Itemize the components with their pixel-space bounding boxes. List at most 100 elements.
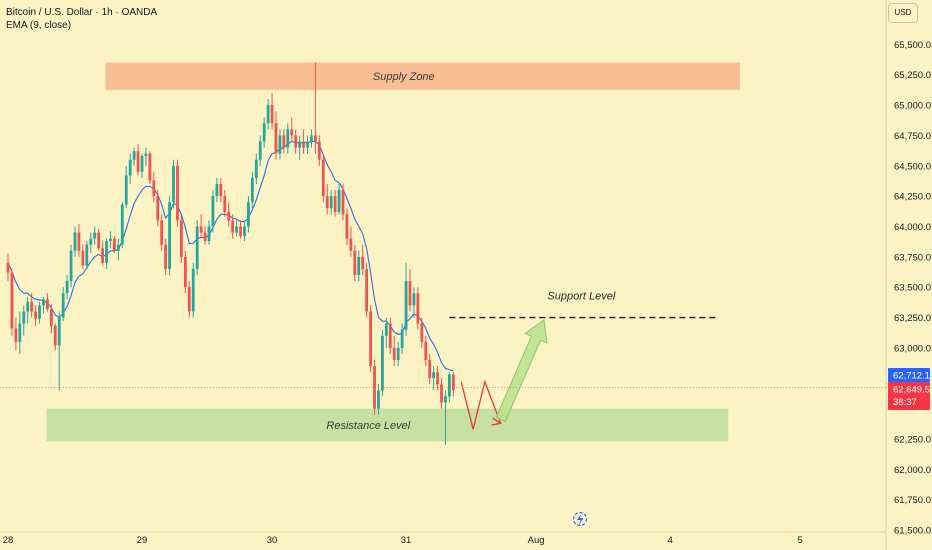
- candle-body: [219, 183, 223, 197]
- x-tick-label: 31: [401, 535, 412, 546]
- candle-body: [61, 293, 65, 318]
- candle: [215, 177, 219, 203]
- y-tick-label: 61,750.0: [894, 495, 931, 506]
- candle: [361, 244, 365, 276]
- candle: [282, 129, 286, 154]
- candle-body: [85, 244, 89, 266]
- candle-body: [46, 299, 49, 310]
- candle-body: [136, 151, 140, 172]
- candle-body: [187, 287, 191, 312]
- candle-body: [105, 241, 108, 263]
- candle: [290, 117, 294, 142]
- candle: [77, 224, 81, 257]
- candle-body: [412, 293, 416, 306]
- candle: [128, 153, 132, 184]
- candle-body: [57, 317, 61, 346]
- candle-body: [203, 232, 207, 242]
- candle: [38, 301, 41, 324]
- candle: [310, 129, 313, 148]
- y-tick-label: 63,250.0: [894, 313, 931, 324]
- candle: [14, 317, 18, 351]
- candle: [34, 305, 37, 327]
- go-to-realtime-icon[interactable]: [572, 511, 588, 527]
- candle-body: [306, 141, 309, 148]
- candle: [388, 317, 392, 354]
- candle-body: [282, 135, 286, 148]
- candle-body: [373, 366, 376, 409]
- candle: [65, 275, 69, 300]
- candle: [101, 241, 104, 266]
- candle-body: [247, 202, 250, 227]
- candle: [53, 323, 57, 351]
- candle: [223, 190, 227, 217]
- y-tick-label: 64,750.0: [894, 131, 931, 142]
- y-tick-label: 63,500.0: [894, 283, 931, 294]
- candle-body: [325, 196, 329, 209]
- zones-layer: Supply Zone Resistance Level: [46, 62, 741, 442]
- candle: [113, 236, 116, 254]
- candle: [384, 317, 388, 348]
- candle: [30, 293, 34, 318]
- candle: [254, 153, 258, 184]
- candle: [46, 293, 49, 312]
- candle: [97, 228, 101, 251]
- candle: [18, 311, 22, 354]
- candle-body: [34, 311, 37, 319]
- candle: [22, 305, 26, 336]
- y-tick-label: 64,250.0: [894, 192, 931, 203]
- candle-body: [314, 135, 317, 142]
- x-tick-label: Aug: [528, 535, 545, 546]
- candle: [160, 214, 164, 251]
- candle-body: [294, 135, 298, 148]
- candle: [180, 214, 183, 263]
- candle: [325, 183, 329, 215]
- candle-body: [191, 268, 195, 312]
- go-to-realtime-bolt: [577, 514, 584, 525]
- chart-legend: Bitcoin / U.S. Dollar · 1h · OANDA EMA (…: [6, 6, 157, 32]
- candle: [306, 135, 309, 154]
- candle-body: [235, 226, 238, 233]
- currency-button[interactable]: USD: [888, 3, 918, 23]
- candle-body: [317, 141, 321, 160]
- candle-body: [18, 323, 22, 342]
- candle-body: [365, 268, 369, 312]
- candle-body: [400, 329, 404, 348]
- candle-body: [270, 105, 274, 124]
- candle-body: [408, 281, 412, 306]
- candle: [89, 232, 93, 254]
- candle: [440, 378, 443, 409]
- candle: [176, 159, 179, 227]
- candle-body: [345, 214, 349, 239]
- candle: [420, 317, 424, 348]
- candle-body: [420, 323, 424, 342]
- x-tick-label: 30: [267, 535, 278, 546]
- candle-body: [337, 190, 341, 212]
- candle: [227, 202, 231, 227]
- candle: [211, 190, 215, 233]
- candle-body: [14, 328, 18, 342]
- candle-body: [176, 165, 179, 221]
- symbol-title[interactable]: Bitcoin / U.S. Dollar · 1h · OANDA: [6, 7, 158, 18]
- ema-price-tag: [888, 368, 930, 382]
- candle-body: [65, 281, 69, 294]
- candle: [298, 135, 302, 160]
- candle: [49, 304, 53, 334]
- candle-body: [132, 151, 136, 160]
- candle-body: [302, 141, 305, 148]
- candle-body: [22, 311, 26, 324]
- grid-layer: [0, 0, 887, 550]
- candle-body: [42, 299, 45, 306]
- candle-body: [211, 196, 215, 227]
- candle-body: [183, 256, 187, 288]
- candle-body: [310, 135, 313, 142]
- countdown-label: 38:37: [893, 397, 917, 408]
- candle-body: [349, 238, 353, 251]
- indicator-label[interactable]: EMA (9, close): [6, 20, 72, 31]
- candle-body: [227, 211, 231, 221]
- candle: [412, 287, 416, 318]
- y-tick-label: 62,000.0: [894, 465, 931, 476]
- candle-body: [353, 250, 357, 276]
- candle: [136, 143, 140, 176]
- candle-body: [30, 301, 34, 312]
